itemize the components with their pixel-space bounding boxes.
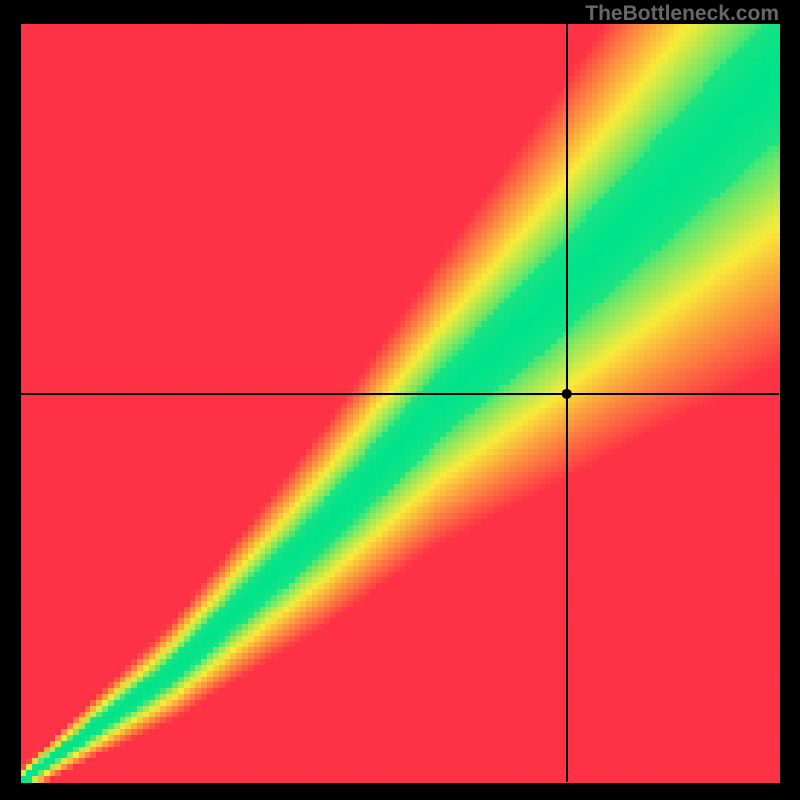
chart-container: TheBottleneck.com bbox=[0, 0, 800, 800]
watermark-text: TheBottleneck.com bbox=[585, 2, 779, 26]
crosshair-overlay bbox=[0, 0, 800, 800]
